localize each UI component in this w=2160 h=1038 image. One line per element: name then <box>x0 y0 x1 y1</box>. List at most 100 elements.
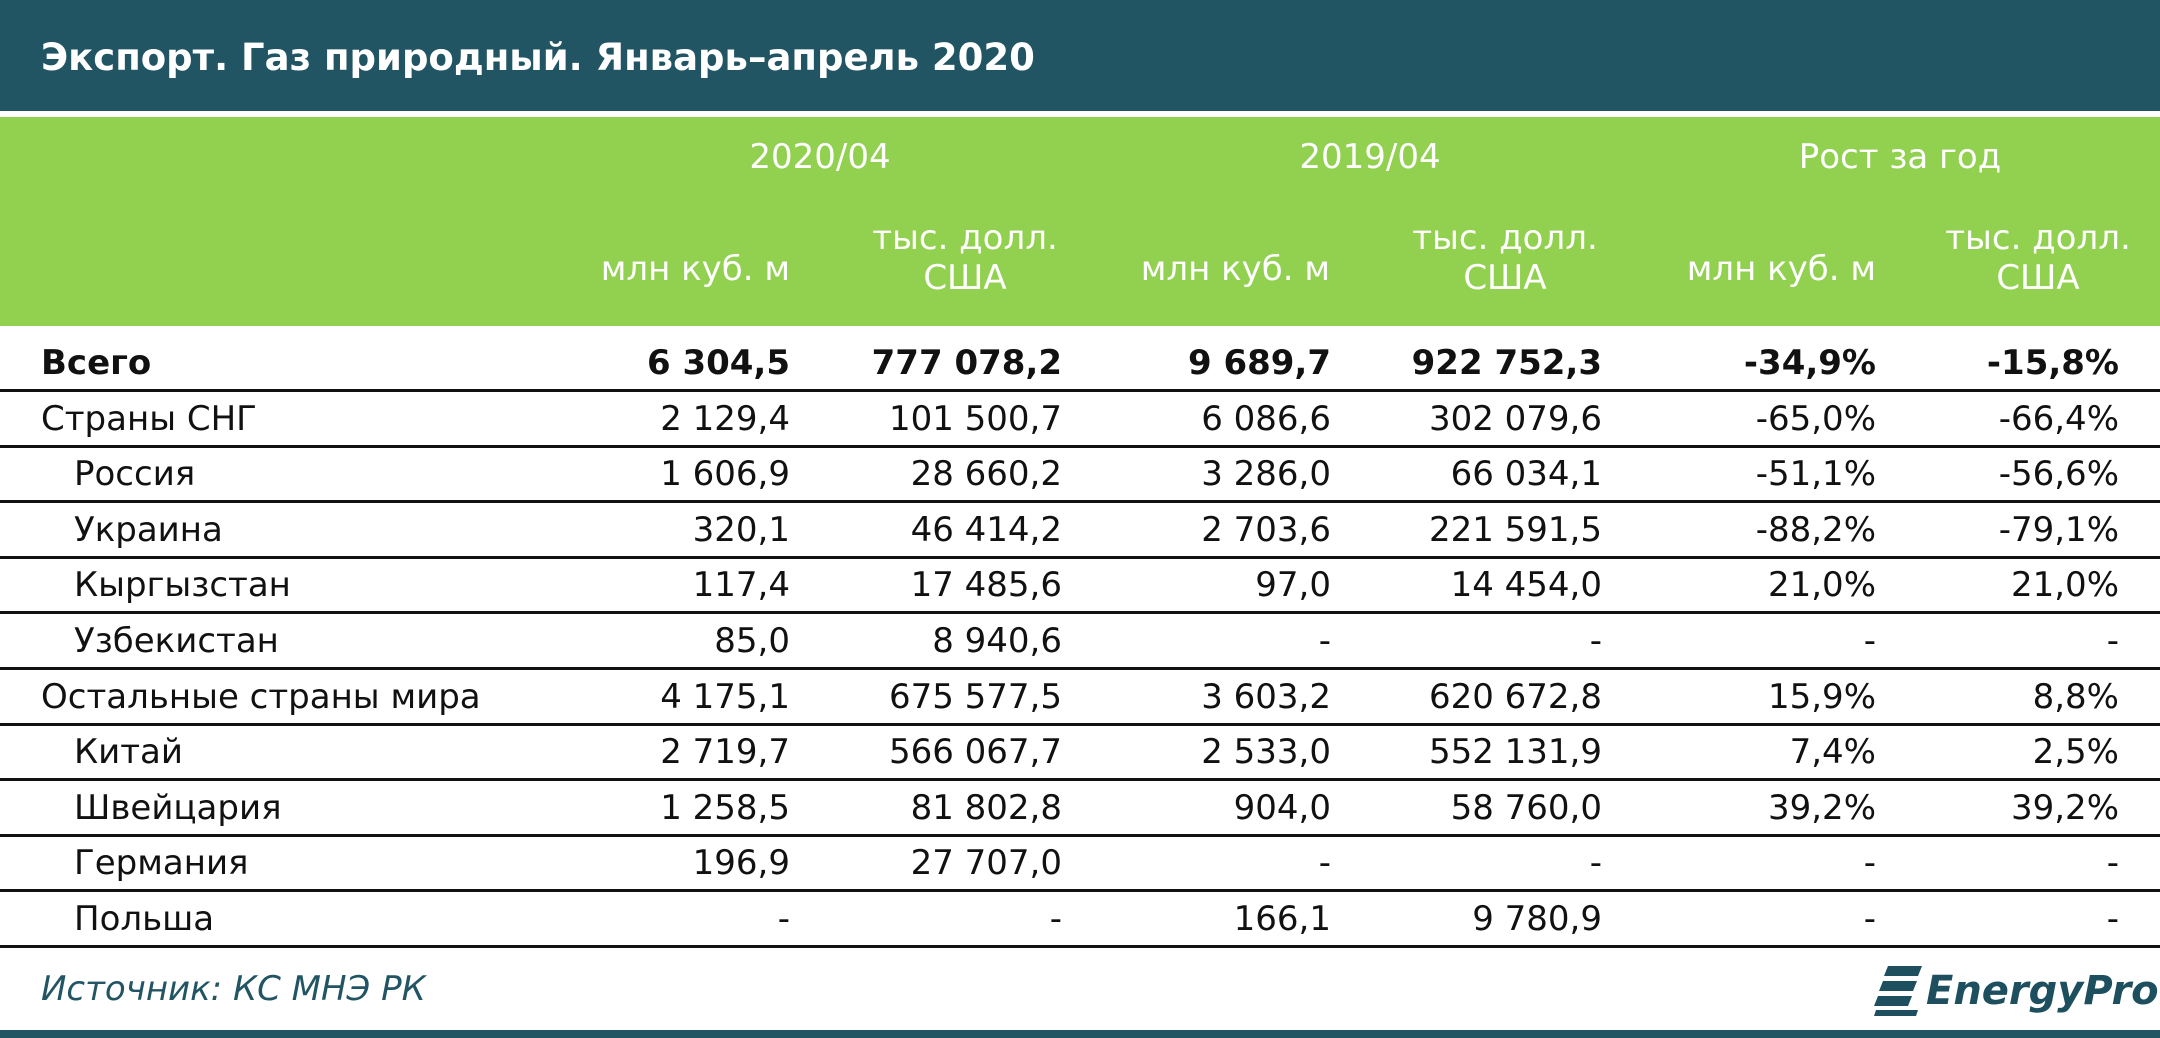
logo-text: EnergyProm <box>1926 968 2160 1014</box>
header-unit-volume-growth: млн куб. м <box>1686 249 1876 289</box>
row-value-col6: 39,2% <box>2010 788 2119 828</box>
row-value-col1: 320,1 <box>692 510 790 550</box>
row-value-col2: 81 802,8 <box>910 788 1062 828</box>
row-value-col5: 39,2% <box>1767 788 1876 828</box>
row-value-col2: - <box>1049 899 1062 939</box>
row-value-col6: - <box>2106 621 2119 661</box>
header-unit-value-2019: тыс. долл. США <box>1412 218 1598 298</box>
row-value-col4: - <box>1589 621 1602 661</box>
row-label: Всего <box>41 343 152 383</box>
row-value-col2: 566 067,7 <box>888 732 1062 772</box>
row-value-col4: - <box>1589 843 1602 883</box>
row-value-col1: 1 258,5 <box>660 788 790 828</box>
row-value-col4: 58 760,0 <box>1450 788 1602 828</box>
header-group-2019: 2019/04 <box>1299 137 1441 177</box>
row-value-col6: 2,5% <box>2032 732 2119 772</box>
table-row: Всего 6 304,5 777 078,2 9 689,7 922 752,3 -34… <box>0 337 2160 392</box>
row-label: Страны СНГ <box>41 399 257 439</box>
row-label: Кыргызстан <box>74 565 291 605</box>
row-value-col6: -56,6% <box>1998 454 2119 494</box>
table-row: Страны СНГ 2 129,4 101 500,7 6 086,6 302 079… <box>0 393 2160 448</box>
bottom-bar <box>0 1030 2160 1038</box>
row-value-col5: - <box>1863 621 1876 661</box>
row-value-col5: -65,0% <box>1755 399 1876 439</box>
row-value-col3: 97,0 <box>1255 565 1331 605</box>
table-row: Россия 1 606,9 28 660,2 3 286,0 66 034,1 -51,… <box>0 448 2160 503</box>
row-value-col4: 620 672,8 <box>1428 677 1602 717</box>
row-label: Китай <box>74 732 183 772</box>
row-label: Украина <box>74 510 223 550</box>
row-value-col2: 46 414,2 <box>910 510 1062 550</box>
row-value-col3: - <box>1318 843 1331 883</box>
header-unit-volume-2020: млн куб. м <box>600 249 790 289</box>
row-label: Узбекистан <box>74 621 279 661</box>
row-label: Россия <box>74 454 196 494</box>
row-value-col1: 6 304,5 <box>646 343 790 383</box>
row-value-col3: 9 689,7 <box>1187 343 1331 383</box>
row-value-col2: 17 485,6 <box>910 565 1062 605</box>
table-row: Остальные страны мира 4 175,1 675 577,5 3 6… <box>0 671 2160 726</box>
row-value-col1: 117,4 <box>692 565 790 605</box>
row-value-col4: 552 131,9 <box>1428 732 1602 772</box>
row-value-col4: 66 034,1 <box>1450 454 1602 494</box>
row-value-col5: -88,2% <box>1755 510 1876 550</box>
table-title: Экспорт. Газ природный. Январь–апрель 20… <box>41 36 1035 79</box>
row-value-col6: -66,4% <box>1998 399 2119 439</box>
table-row: Украина 320,1 46 414,2 2 703,6 221 591,5 -88,… <box>0 504 2160 559</box>
header-group-2020: 2020/04 <box>749 137 891 177</box>
title-separator <box>0 111 2160 117</box>
row-value-col4: 221 591,5 <box>1428 510 1602 550</box>
row-value-col6: 21,0% <box>2010 565 2119 605</box>
row-value-col4: 922 752,3 <box>1411 343 1602 383</box>
row-value-col3: - <box>1318 621 1331 661</box>
row-value-col5: 7,4% <box>1789 732 1876 772</box>
row-value-col4: 302 079,6 <box>1428 399 1602 439</box>
table-row: Китай 2 719,7 566 067,7 2 533,0 552 131,9 7,4… <box>0 726 2160 781</box>
table-row: Польша - - 166,1 9 780,9 - - <box>0 893 2160 948</box>
source-note: Источник: КС МНЭ РК <box>41 969 426 1009</box>
row-value-col4: 14 454,0 <box>1450 565 1602 605</box>
row-value-col3: 3 286,0 <box>1201 454 1331 494</box>
table-header <box>0 117 2160 326</box>
table-row: Кыргызстан 117,4 17 485,6 97,0 14 454,0 21,0%… <box>0 559 2160 614</box>
row-label: Швейцария <box>74 788 282 828</box>
row-value-col5: - <box>1863 843 1876 883</box>
energyprom-logo-icon <box>1874 966 1922 1016</box>
header-unit-value-2020: тыс. долл. США <box>872 218 1058 298</box>
row-value-col1: 196,9 <box>692 843 790 883</box>
row-label: Остальные страны мира <box>41 677 481 717</box>
row-value-col2: 8 940,6 <box>932 621 1062 661</box>
row-value-col3: 2 703,6 <box>1201 510 1331 550</box>
header-group-growth: Рост за год <box>1798 137 2002 177</box>
header-unit-value-growth: тыс. долл. США <box>1945 218 2131 298</box>
row-label: Польша <box>74 899 215 939</box>
row-value-col1: 2 129,4 <box>660 399 790 439</box>
row-value-col3: 3 603,2 <box>1201 677 1331 717</box>
row-value-col2: 101 500,7 <box>888 399 1062 439</box>
title-bar: Экспорт. Газ природный. Январь–апрель 20… <box>0 0 2160 111</box>
table-row: Швейцария 1 258,5 81 802,8 904,0 58 760,0 39,… <box>0 782 2160 837</box>
table-row: Германия 196,9 27 707,0 - - - - <box>0 837 2160 892</box>
row-value-col6: -15,8% <box>1986 343 2119 383</box>
row-value-col4: 9 780,9 <box>1472 899 1602 939</box>
header-unit-volume-2019: млн куб. м <box>1140 249 1330 289</box>
row-value-col2: 777 078,2 <box>871 343 1062 383</box>
row-value-col5: -51,1% <box>1755 454 1876 494</box>
row-value-col5: -34,9% <box>1743 343 1876 383</box>
energyprom-logo: EnergyProm <box>1874 960 2160 1020</box>
row-value-col2: 28 660,2 <box>910 454 1062 494</box>
row-value-col6: -79,1% <box>1998 510 2119 550</box>
row-value-col1: 2 719,7 <box>660 732 790 772</box>
row-value-col6: - <box>2106 899 2119 939</box>
row-value-col6: 8,8% <box>2032 677 2119 717</box>
row-value-col1: 4 175,1 <box>660 677 790 717</box>
row-value-col2: 27 707,0 <box>910 843 1062 883</box>
table-row: Узбекистан 85,0 8 940,6 - - - - <box>0 615 2160 670</box>
row-value-col1: - <box>777 899 790 939</box>
row-value-col2: 675 577,5 <box>888 677 1062 717</box>
row-value-col3: 2 533,0 <box>1201 732 1331 772</box>
row-value-col5: - <box>1863 899 1876 939</box>
row-value-col1: 85,0 <box>714 621 790 661</box>
row-value-col3: 904,0 <box>1233 788 1331 828</box>
row-value-col3: 166,1 <box>1233 899 1331 939</box>
